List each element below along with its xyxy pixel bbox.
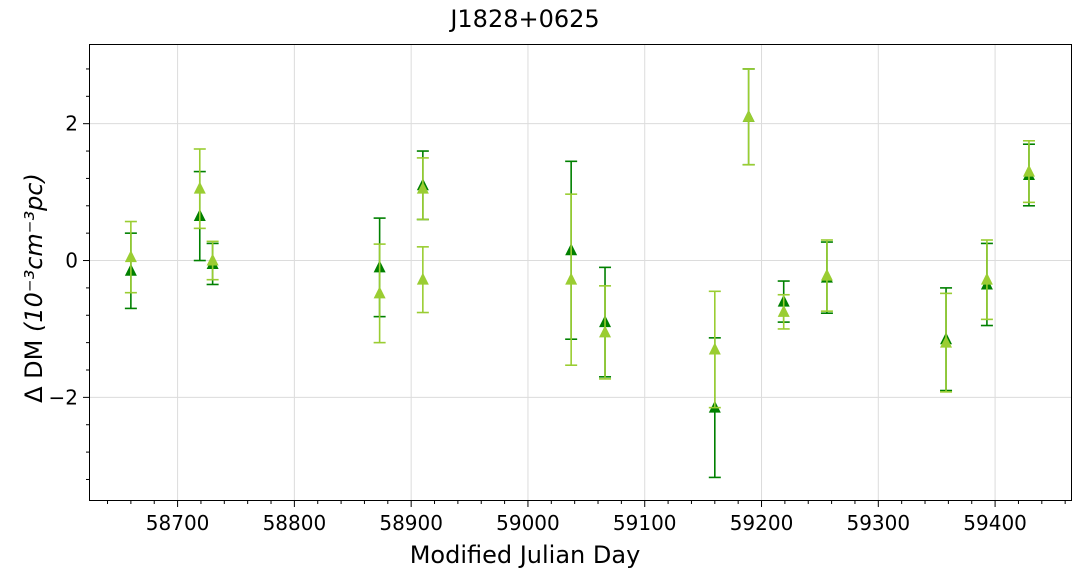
x-tick-label: 59100: [613, 511, 677, 535]
y-axis-label: Δ DM (10⁻³cm⁻³pc): [20, 173, 48, 403]
data-point-triangle: [820, 268, 833, 281]
axis-ticks: 58700 58800 58900 59000 59100 59200 59300 59400…: [49, 68, 1066, 535]
y-tick-label: 2: [65, 112, 78, 136]
data-point-triangle: [206, 253, 219, 266]
data-point-triangle: [599, 325, 612, 338]
x-tick-label: 58900: [379, 511, 443, 535]
data-point-triangle: [777, 304, 790, 317]
chart-title: J1828+0625: [448, 5, 599, 33]
x-axis-label: Modified Julian Day: [410, 541, 641, 569]
x-tick-label: 59200: [730, 511, 794, 535]
data-point-triangle: [373, 286, 386, 299]
x-tick-label: 59400: [963, 511, 1027, 535]
data-point-triangle: [708, 342, 721, 355]
plot-frame: [89, 44, 1072, 501]
data-point-triangle: [416, 272, 429, 285]
x-tick-label: 59000: [496, 511, 560, 535]
data-point-triangle: [1022, 164, 1035, 177]
data-point-triangle: [980, 272, 993, 285]
data-point-triangle: [940, 335, 953, 348]
data-point-triangle: [742, 109, 755, 122]
data-point-triangle: [565, 272, 578, 285]
data-point-triangle: [193, 181, 206, 194]
y-axis-label-prefix: Δ DM: [20, 340, 48, 403]
y-axis-label-unit: (10⁻³cm⁻³pc): [20, 173, 48, 332]
x-tick-label: 58800: [263, 511, 327, 535]
y-tick-label: 0: [65, 249, 78, 273]
x-tick-label: 59300: [846, 511, 910, 535]
data-point-triangle: [124, 250, 137, 263]
data-series: [124, 68, 1035, 479]
y-tick-label: −2: [49, 385, 78, 409]
grid-lines: [90, 45, 1071, 500]
x-tick-label: 58700: [146, 511, 210, 535]
data-point-triangle: [416, 181, 429, 194]
